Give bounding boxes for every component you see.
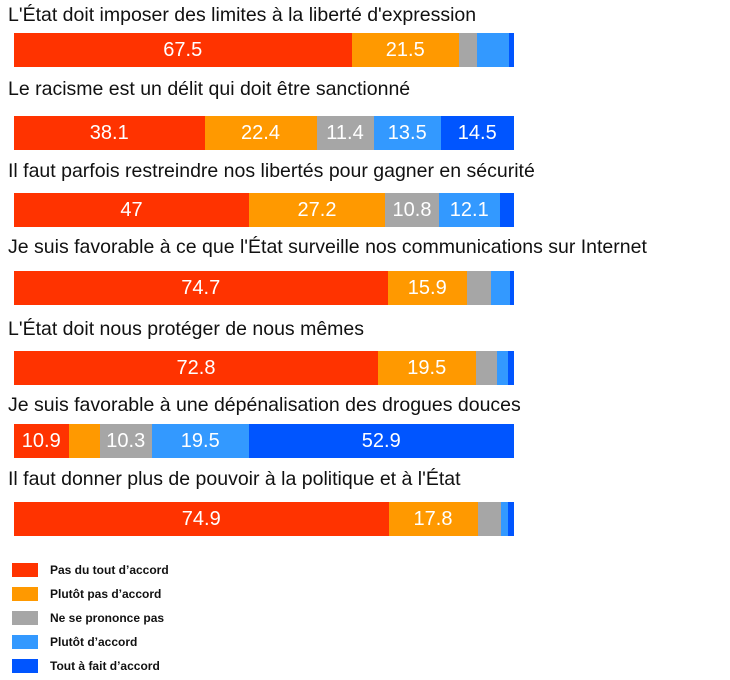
legend-item: Tout à fait d’accord [12, 654, 169, 678]
data-label: 13.5 [387, 121, 427, 144]
bar-segment: 12.1 [439, 193, 500, 227]
bar-segment: 22.4 [204, 116, 317, 150]
question-label: Il faut parfois restreindre nos libertés… [8, 160, 535, 182]
bar-segment [499, 193, 514, 227]
bar-segment [510, 271, 514, 305]
legend-item: Plutôt pas d’accord [12, 582, 169, 606]
data-label: 10.8 [392, 198, 432, 221]
data-label: 12.1 [449, 198, 489, 221]
question-label: L'État doit nous protéger de nous mêmes [8, 318, 365, 340]
data-label: 10.3 [106, 429, 146, 452]
bar-segment [459, 33, 477, 67]
bar-segment: 72.8 [14, 351, 378, 385]
question-label: Je suis favorable à ce que l'État survei… [8, 236, 647, 258]
bar-segment: 17.8 [388, 502, 478, 536]
legend-item: Pas du tout d’accord [12, 558, 169, 582]
bar-segment: 14.5 [441, 116, 514, 150]
bar-segment: 10.9 [14, 424, 69, 458]
legend-label: Pas du tout d’accord [50, 563, 169, 577]
bar-segment: 74.9 [14, 502, 389, 536]
data-label: 14.5 [457, 121, 497, 144]
data-label: 21.5 [385, 38, 425, 61]
bar-segment [497, 351, 508, 385]
legend-item: Plutôt d’accord [12, 630, 169, 654]
question-label: Il faut donner plus de pouvoir à la poli… [8, 468, 461, 490]
bar-segment: 13.5 [373, 116, 441, 150]
legend-swatch [12, 635, 38, 649]
bar-segment [500, 502, 508, 536]
stacked-bar: 74.9 17.8 [14, 502, 514, 536]
legend-swatch [12, 563, 38, 577]
data-label: 38.1 [89, 121, 129, 144]
bar-segment [68, 424, 100, 458]
bar-segment: 10.8 [385, 193, 439, 227]
stacked-bar: 38.1 22.4 11.4 13.5 14.5 [14, 116, 514, 150]
data-label: 19.5 [407, 356, 447, 379]
bar-segment [476, 33, 509, 67]
question-label: Je suis favorable à une dépénalisation d… [8, 394, 521, 416]
bar-segment: 21.5 [351, 33, 459, 67]
question-label: L'État doit imposer des limites à la lib… [8, 4, 477, 26]
bar-segment: 10.3 [100, 424, 152, 458]
bar-segment: 38.1 [14, 116, 205, 150]
bar-segment [475, 351, 497, 385]
legend-item: Ne se prononce pas [12, 606, 169, 630]
bar-segment: 15.9 [387, 271, 467, 305]
legend-label: Tout à fait d’accord [50, 659, 160, 673]
bar-segment [477, 502, 501, 536]
bar-segment: 11.4 [316, 116, 374, 150]
question-label: Le racisme est un délit qui doit être sa… [8, 78, 411, 100]
data-label: 74.7 [181, 276, 221, 299]
bar-segment: 47 [14, 193, 249, 227]
stacked-bar: 67.5 21.5 [14, 33, 514, 67]
legend-swatch [12, 659, 38, 673]
bar-segment: 67.5 [14, 33, 352, 67]
bar-segment: 52.9 [249, 424, 514, 458]
data-label: 15.9 [407, 276, 447, 299]
data-label: 19.5 [180, 429, 220, 452]
data-label: 22.4 [241, 121, 280, 144]
data-label: 10.9 [21, 429, 61, 452]
bar-segment [467, 271, 491, 305]
bar-segment [507, 502, 514, 536]
bar-segment [491, 271, 510, 305]
legend-label: Ne se prononce pas [50, 611, 165, 625]
legend-label: Plutôt d’accord [50, 635, 138, 649]
data-label: 52.9 [361, 429, 401, 452]
stacked-bar: 10.9 10.3 19.5 52.9 [14, 424, 514, 458]
bar-segment [509, 33, 514, 67]
chart-legend: Pas du tout d’accord Plutôt pas d’accord N… [12, 558, 169, 678]
data-label: 27.2 [297, 198, 337, 221]
bar-segment: 74.7 [14, 271, 388, 305]
data-label: 72.8 [176, 356, 216, 379]
data-label: 67.5 [163, 38, 203, 61]
legend-label: Plutôt pas d’accord [50, 587, 162, 601]
stacked-bar: 72.8 19.5 [14, 351, 514, 385]
bar-segment: 27.2 [249, 193, 385, 227]
legend-swatch [12, 587, 38, 601]
bar-segment: 19.5 [378, 351, 476, 385]
data-label: 11.4 [326, 121, 364, 144]
data-label: 17.8 [413, 507, 453, 530]
legend-swatch [12, 611, 38, 625]
bar-segment: 19.5 [151, 424, 249, 458]
stacked-bar: 47 27.2 10.8 12.1 [14, 193, 514, 227]
stacked-bar: 74.7 15.9 [14, 271, 514, 305]
data-label: 74.9 [181, 507, 221, 530]
bar-segment [508, 351, 514, 385]
data-label: 47 [120, 198, 143, 221]
